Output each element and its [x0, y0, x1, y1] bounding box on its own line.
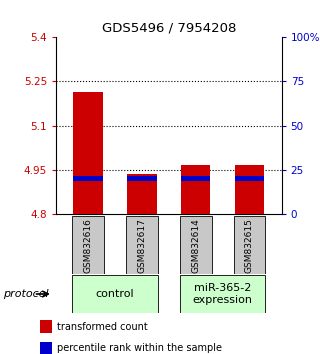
Bar — [127, 174, 157, 214]
Bar — [74, 92, 103, 214]
Bar — [180, 216, 212, 274]
Text: GSM832617: GSM832617 — [138, 218, 147, 273]
Text: transformed count: transformed count — [57, 322, 148, 332]
Text: percentile rank within the sample: percentile rank within the sample — [57, 343, 222, 353]
Bar — [126, 216, 158, 274]
Text: GSM832616: GSM832616 — [84, 218, 93, 273]
Text: control: control — [96, 289, 134, 299]
Bar — [181, 176, 211, 181]
Bar — [235, 176, 264, 181]
Title: GDS5496 / 7954208: GDS5496 / 7954208 — [102, 22, 236, 35]
Bar — [127, 176, 157, 181]
Bar — [72, 275, 158, 313]
Text: protocol: protocol — [3, 289, 49, 299]
Bar — [40, 320, 52, 333]
Bar — [72, 216, 104, 274]
Bar — [180, 275, 265, 313]
Bar — [40, 342, 52, 354]
Bar — [235, 165, 264, 214]
Text: GSM832614: GSM832614 — [191, 218, 200, 273]
Bar — [74, 176, 103, 181]
Bar — [181, 165, 211, 214]
Text: GSM832615: GSM832615 — [245, 218, 254, 273]
Bar — [234, 216, 265, 274]
Text: miR-365-2
expression: miR-365-2 expression — [193, 283, 252, 305]
